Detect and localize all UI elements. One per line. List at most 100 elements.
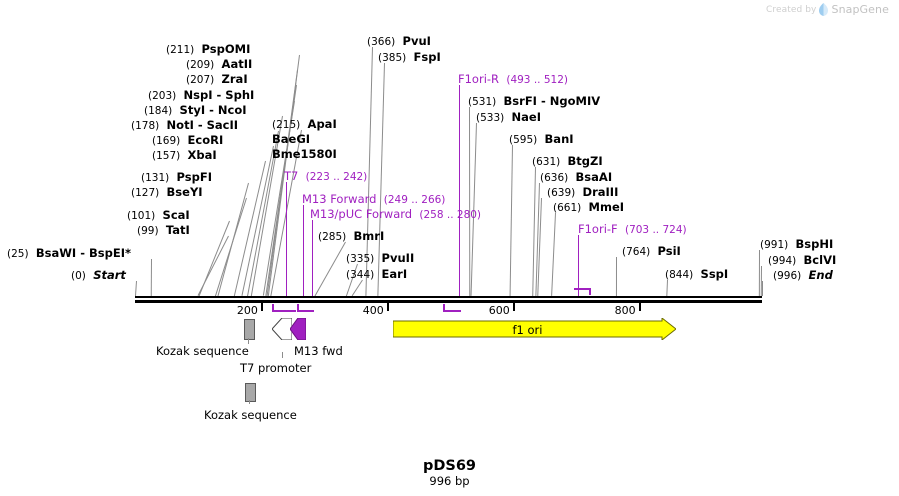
- enzyme-name: SspI: [700, 267, 729, 281]
- leader-line: [303, 205, 304, 296]
- enzyme-position: (533): [476, 112, 505, 124]
- enzyme-label: (996) End: [773, 269, 833, 282]
- leader-line: [459, 85, 460, 296]
- enzyme-name: NspI - SphI: [183, 88, 255, 102]
- enzyme-label: (101) ScaI: [127, 209, 190, 222]
- enzyme-label: (209) AatII: [186, 58, 252, 71]
- enzyme-name: BaeGI: [272, 132, 311, 146]
- primer-bracket-tick: [272, 304, 274, 311]
- primer-bracket-tick: [589, 288, 591, 295]
- feature-label: Kozak sequence: [156, 344, 249, 358]
- enzyme-position: (178): [131, 120, 160, 132]
- feature-kozak-box[interactable]: [244, 319, 255, 340]
- enzyme-position: (184): [144, 105, 173, 117]
- primer-name: F1ori-F: [578, 222, 618, 236]
- primer-name: T7: [284, 169, 299, 183]
- snapgene-logo-icon: [819, 3, 829, 16]
- f1ori-r-bracket: [443, 304, 461, 312]
- enzyme-name: BmrI: [353, 229, 385, 243]
- enzyme-name: NaeI: [511, 110, 542, 124]
- ruler-tick: [512, 303, 515, 311]
- enzyme-name: NotI - SacII: [166, 118, 239, 132]
- enzyme-name: BsaAI: [575, 170, 613, 184]
- enzyme-position: (994): [768, 255, 797, 267]
- feature-kozak-box[interactable]: [245, 383, 256, 402]
- primer-label: M13 Forward (249 .. 266): [302, 193, 445, 206]
- enzyme-name: PvuI: [402, 34, 431, 48]
- enzyme-name: FspI: [413, 50, 441, 64]
- enzyme-position: (209): [186, 59, 215, 71]
- enzyme-label: (157) XbaI: [152, 149, 217, 162]
- leader-line: [214, 197, 247, 297]
- bp-ruler: 200 400 600 800: [0, 303, 899, 319]
- leader-line: [150, 258, 152, 297]
- leader-line: [578, 235, 579, 296]
- enzyme-name: Start: [93, 268, 126, 282]
- enzyme-label: (764) PsiI: [622, 245, 681, 258]
- enzyme-position: (636): [540, 172, 569, 184]
- enzyme-position: (661): [553, 202, 582, 214]
- enzyme-name: AatII: [221, 57, 253, 71]
- feature-connector: [282, 352, 283, 358]
- enzyme-name: ScaI: [162, 208, 190, 222]
- enzyme-label: (595) BanI: [509, 133, 574, 146]
- enzyme-position: (101): [127, 210, 156, 222]
- primer-label: F1ori-R (493 .. 512): [458, 73, 568, 86]
- enzyme-label: (531) BsrFI - NgoMIV: [468, 95, 600, 108]
- enzyme-label: (207) ZraI: [186, 73, 248, 86]
- enzyme-position: (764): [622, 246, 651, 258]
- enzyme-label: (994) BclVI: [768, 254, 836, 267]
- M13-fwd-bracket: [297, 304, 314, 312]
- leader-line: [551, 212, 556, 297]
- feature-arrow-f1-ori[interactable]: [392, 316, 677, 342]
- leader-line: [762, 281, 763, 296]
- ruler-tick-label: 800: [614, 304, 636, 317]
- enzyme-label: (178) NotI - SacII: [131, 119, 238, 132]
- enzyme-name: ZraI: [221, 72, 248, 86]
- primer-bracket-bar: [443, 310, 461, 312]
- enzyme-label: (99) TatI: [137, 224, 190, 237]
- enzyme-position: (639): [547, 187, 576, 199]
- enzyme-label: (335) PvuII: [346, 252, 414, 265]
- primer-range: (258 .. 280): [419, 209, 482, 221]
- watermark-created-by-label: Created by: [765, 4, 817, 15]
- primer-range: (493 .. 512): [506, 74, 568, 86]
- backbone-line-top: [135, 296, 762, 298]
- primer-range: (249 .. 266): [383, 194, 446, 206]
- enzyme-position: (0): [71, 270, 86, 282]
- enzyme-name: MmeI: [588, 200, 625, 214]
- enzyme-label: (636) BsaAI: [540, 171, 612, 184]
- enzyme-position: (157): [152, 150, 181, 162]
- enzyme-label: (844) SspI: [665, 268, 728, 281]
- primer-name: F1ori-R: [458, 72, 500, 86]
- ruler-tick-label: 400: [362, 304, 384, 317]
- enzyme-position: (285): [318, 231, 347, 243]
- enzyme-label: (0) Start: [71, 269, 126, 282]
- watermark-brand-label: SnapGene: [831, 3, 889, 16]
- enzyme-label: (211) PspOMI: [166, 43, 250, 56]
- ruler-tick: [260, 303, 263, 311]
- primer-bracket-bar: [574, 288, 591, 290]
- backbone-line-bottom: [135, 300, 762, 303]
- enzyme-label: (991) BspHI: [760, 238, 833, 251]
- enzyme-position: (127): [131, 187, 160, 199]
- enzyme-name: End: [808, 268, 833, 282]
- leader-line: [469, 106, 471, 297]
- enzyme-position: (335): [346, 253, 375, 265]
- enzyme-name: BtgZI: [567, 154, 603, 168]
- leader-line: [135, 280, 137, 297]
- enzyme-label: (25) BsaWI - BspEI*: [7, 247, 131, 260]
- enzyme-label: (631) BtgZI: [532, 155, 603, 168]
- feature-connector: [248, 338, 249, 344]
- ruler-tick-label: 200: [236, 304, 258, 317]
- enzyme-name: BanI: [544, 132, 574, 146]
- leader-line: [509, 144, 513, 297]
- feature-arrow-t7-promoter[interactable]: [271, 317, 293, 341]
- enzyme-name: ApaI: [307, 117, 337, 131]
- enzyme-label: BaeGI: [272, 133, 310, 145]
- feature-arrow-m13-fwd[interactable]: [289, 317, 307, 341]
- primer-label: M13/pUC Forward (258 .. 280): [310, 208, 481, 221]
- enzyme-label: (639) DraIII: [547, 186, 618, 199]
- primer-bracket-bar: [272, 310, 296, 312]
